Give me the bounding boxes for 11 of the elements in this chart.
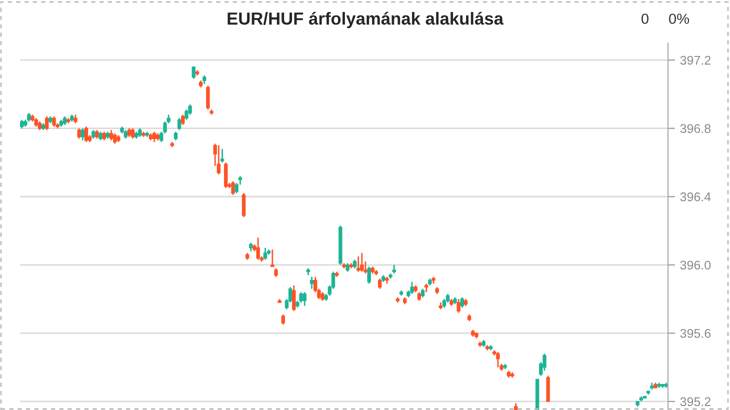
candlestick: [535, 378, 540, 410]
y-tick-label: 396.4: [680, 192, 711, 202]
y-tick-label: 397.2: [680, 56, 710, 65]
chart-title: EUR/HUF árfolyamának alakulása: [228, 12, 504, 28]
y-tick-label: 395.6: [680, 328, 711, 338]
text: 0%: [669, 14, 690, 24]
y-tick-label: 396.0: [680, 260, 711, 270]
text: 0: [642, 14, 648, 24]
candlestick: [642, 396, 647, 398]
y-tick-label: 396.8: [680, 124, 711, 133]
y-tick-label: 395.2: [680, 397, 710, 406]
